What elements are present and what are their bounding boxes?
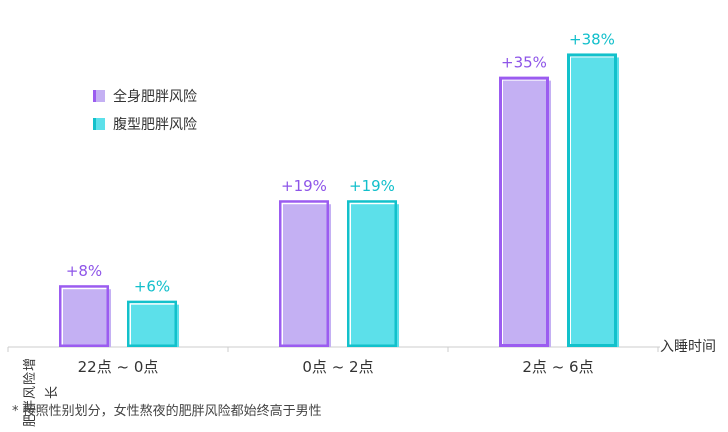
data-label: +35% — [501, 54, 547, 72]
bar-fill — [351, 204, 399, 347]
bar-fill — [503, 80, 551, 347]
data-label: +6% — [134, 278, 170, 296]
y-axis-title: 肥胖风险增长 — [23, 357, 60, 428]
bar-outline — [567, 53, 617, 347]
legend-item-abdominal: 腹型肥胖风险 — [93, 114, 197, 134]
footnote: * 按照性别划分，女性熬夜的肥胖风险都始终高于男性 — [12, 404, 322, 419]
bar-outline — [59, 285, 109, 348]
bar-outline — [127, 300, 177, 347]
data-label: +19% — [349, 177, 395, 195]
legend: 全身肥胖风险 腹型肥胖风险 — [93, 86, 197, 142]
bar-chart: +8% +6% 22点 ~ 0点 +19% +19% 0点 ~ 2点 +35% +38% 2点 … — [7, 30, 660, 376]
x-axis-title: 入睡时间 — [660, 339, 716, 355]
data-label: +8% — [66, 262, 102, 280]
bar-outline — [279, 200, 329, 347]
bar-outline — [499, 76, 549, 347]
bar-fill — [283, 204, 331, 347]
legend-swatch-edge — [93, 118, 96, 130]
legend-item-whole-body: 全身肥胖风险 — [93, 86, 197, 106]
bar-outline — [347, 200, 397, 347]
legend-swatch-edge — [93, 90, 96, 102]
legend-swatch-abdominal — [93, 118, 105, 130]
data-label: +38% — [569, 30, 615, 48]
x-tick-label: 2点 ~ 6点 — [522, 358, 593, 376]
bar-fill — [131, 304, 179, 347]
legend-swatch-whole-body — [93, 90, 105, 102]
data-label: +19% — [281, 177, 327, 195]
x-tick-label: 0点 ~ 2点 — [302, 358, 373, 376]
x-tick-label: 22点 ~ 0点 — [78, 358, 159, 376]
legend-label-whole-body: 全身肥胖风险 — [113, 89, 197, 105]
legend-label-abdominal: 腹型肥胖风险 — [113, 117, 197, 133]
bar-fill — [571, 57, 619, 347]
bar-fill — [63, 289, 111, 347]
